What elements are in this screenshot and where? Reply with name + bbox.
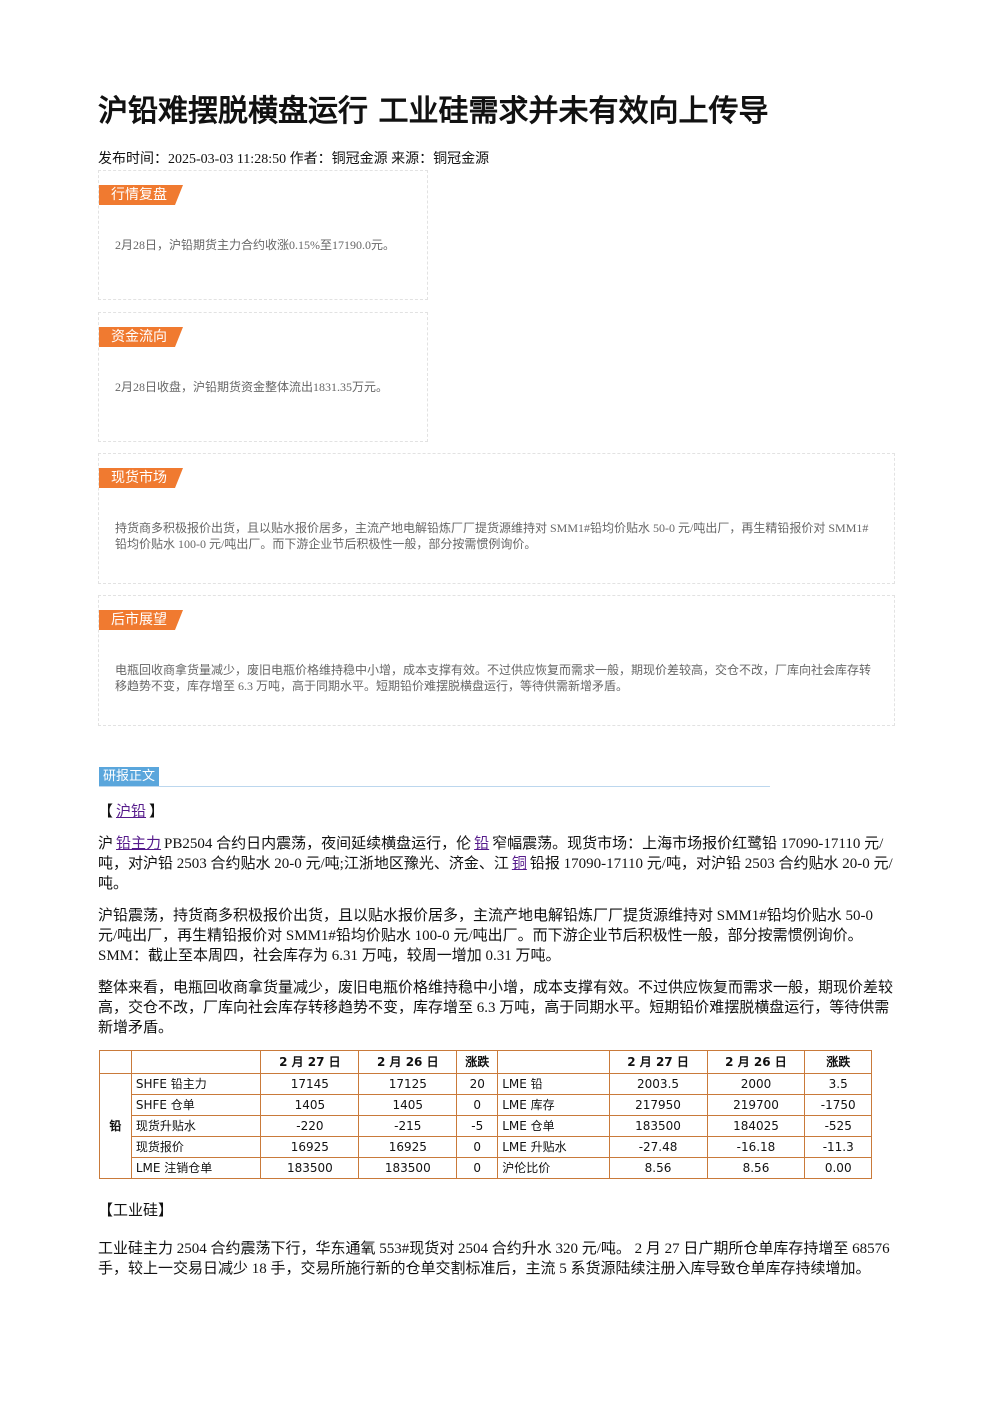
link[interactable]: 沪铅 (116, 804, 147, 820)
table-cell: LME 库存 (497, 1094, 610, 1116)
section-bar: 研报正文 (99, 767, 770, 787)
text: 【 (98, 804, 114, 820)
table-cell: -11.3 (804, 1136, 872, 1158)
meta: 发布时间：2025-03-03 11:28:50 作者：铜冠金源 来源：铜冠金源 (98, 152, 490, 167)
table-cell: 217950 (608, 1094, 708, 1116)
header-cell: 涨跌 (804, 1050, 872, 1074)
table-cell: 17145 (260, 1073, 360, 1095)
paragraph: 沪铅主力 PB2504 合约日内震荡，夜间延续横盘运行，伦铅窄幅震荡。现货市场：上… (98, 834, 895, 894)
table-cell: 0.00 (804, 1157, 872, 1179)
text: 窄幅震荡。现货市场：上海市场报价红鹭铅 17090-17110 元/吨，对沪铅 … (98, 836, 884, 872)
box-label: 行情复盘 (99, 185, 183, 205)
table-row: 铅 SHFE 铅主力 17145 17125 20 LME 铅 2003.5 2000 3.5 (99, 1073, 872, 1179)
text: 沪铅震荡，持货商多积极报价出货，且以贴水报价居多，主流产地电解铅炼厂厂提货源维持… (98, 908, 874, 964)
box-text: 持货商多积极报价出货，且以贴水报价居多，主流产地电解铅炼厂厂提货源维持对 SMM… (115, 521, 869, 551)
blank (130, 1050, 262, 1074)
table-cell: -220 (260, 1115, 360, 1137)
info-box: 后市展望电瓶回收商拿货量减少，废旧电瓶价格维持稳中小增，成本支撑有效。不过供应恢… (98, 595, 895, 726)
section-heading: 【工业硅】 (98, 1203, 174, 1219)
text: 沪 (98, 836, 114, 852)
article: 【沪铅】沪铅主力 PB2504 合约日内震荡，夜间延续横盘运行，伦铅窄幅震荡。现货… (98, 802, 895, 1291)
table-cell: 0 (456, 1094, 499, 1116)
table-row: LME 注销仓单 183500 183500 0 沪伦比价 8.56 8.56 0.00 (100, 1157, 872, 1179)
link[interactable]: 铅主力 (116, 836, 162, 852)
text: 铅报 17090-17110 元/吨，对沪铅 2503 合约贴水 20-0 元/… (98, 856, 893, 892)
table-cell: -525 (804, 1115, 872, 1137)
table-cell: 17125 (358, 1073, 458, 1095)
title: 沪铅难摆脱横盘运行 工业硅需求并未有效向上传导 (98, 94, 769, 129)
info-box: 资金流向 2月28日收盘，沪铅期货资金整体流出1831.35万元。 (98, 312, 428, 442)
box-label: 现货市场 (99, 468, 183, 488)
table-cell: 2000 (706, 1073, 806, 1095)
table-cell: LME 注销仓单 (130, 1157, 262, 1179)
paragraph: 工业硅主力 2504 合约震荡下行，华东通氧 553#现货对 2504 合约升水… (98, 1239, 895, 1279)
header-cell: 涨跌 (456, 1050, 499, 1074)
blank (497, 1050, 610, 1074)
table-cell: 1405 (358, 1094, 458, 1116)
table-cell: LME 铅 (497, 1073, 610, 1095)
paragraph: 沪铅震荡，持货商多积极报价出货，且以贴水报价居多，主流产地电解铅炼厂厂提货源维持… (98, 906, 895, 966)
blank (99, 1050, 132, 1074)
table-cell: 183500 (260, 1157, 360, 1179)
group-cell: 铅 (99, 1073, 132, 1179)
table-cell: -5 (456, 1115, 499, 1137)
table-cell: LME 升贴水 (497, 1136, 610, 1158)
paragraph: 整体来看，电瓶回收商拿货量减少，废旧电瓶价格维持稳中小增，成本支撑有效。不过供应… (98, 978, 895, 1038)
box-text: 2月28日，沪铅期货主力合约收涨0.15%至17190.0元。 (115, 238, 395, 252)
header-cell: 2 月 27 日 (608, 1050, 708, 1074)
link[interactable]: 铅 (474, 836, 490, 852)
table-cell: 沪伦比价 (497, 1157, 610, 1179)
table-cell: 2003.5 (608, 1073, 708, 1095)
table-cell: -16.18 (706, 1136, 806, 1158)
table-cell: 8.56 (706, 1157, 806, 1179)
table-cell: LME 仓单 (497, 1115, 610, 1137)
info-box: 行情复盘 2月28日，沪铅期货主力合约收涨0.15%至17190.0元。 (98, 170, 428, 300)
table-cell: 现货报价 (130, 1136, 262, 1158)
text: 整体来看，电瓶回收商拿货量减少，废旧电瓶价格维持稳中小增，成本支撑有效。不过供应… (98, 980, 894, 1036)
text: 工业硅主力 2504 合约震荡下行，华东通氧 553#现货对 2504 合约升水… (98, 1241, 890, 1277)
table-cell: -27.48 (608, 1136, 708, 1158)
table-cell: 183500 (608, 1115, 708, 1137)
table-cell: 183500 (358, 1157, 458, 1179)
table-cell: 20 (456, 1073, 499, 1095)
table-cell: SHFE 仓单 (130, 1094, 262, 1116)
table-row: SHFE 仓单 1405 1405 0 LME 库存 217950 219700 -1750 (100, 1094, 872, 1116)
header-cell: 2 月 26 日 (358, 1050, 458, 1074)
table-cell: 现货升贴水 (130, 1115, 262, 1137)
box-text: 2月28日收盘，沪铅期货资金整体流出1831.35万元。 (115, 380, 389, 394)
section-label: 研报正文 (99, 767, 160, 786)
table-row: 现货报价 16925 16925 0 LME 升贴水 -27.48 -16.18 -11.3 (100, 1136, 872, 1158)
table-cell: -1750 (804, 1094, 872, 1116)
table-cell: SHFE 铅主力 (130, 1073, 262, 1095)
table-cell: 219700 (706, 1094, 806, 1116)
table-cell: 0 (456, 1157, 499, 1179)
table-cell: 16925 (358, 1136, 458, 1158)
box-label: 后市展望 (99, 610, 183, 630)
table-cell: 16925 (260, 1136, 360, 1158)
table-cell: 3.5 (804, 1073, 872, 1095)
paragraph: 【沪铅】 (98, 802, 895, 822)
text: PB2504 合约日内震荡，夜间延续横盘运行，伦 (164, 836, 472, 852)
header-cell: 2 月 26 日 (706, 1050, 806, 1074)
info-box: 现货市场持货商多积极报价出货，且以贴水报价居多，主流产地电解铅炼厂厂提货源维持对… (98, 453, 895, 584)
box-label: 资金流向 (99, 327, 183, 347)
table-cell: 0 (456, 1136, 499, 1158)
link[interactable]: 铜 (511, 856, 527, 872)
text: 】 (149, 804, 165, 820)
table-row: 现货升贴水 -220 -215 -5 LME 仓单 183500 184025 -525 (100, 1115, 872, 1137)
header-cell: 2 月 27 日 (260, 1050, 360, 1074)
table-cell: -215 (358, 1115, 458, 1137)
table-cell: 8.56 (608, 1157, 708, 1179)
table-cell: 184025 (706, 1115, 806, 1137)
box-text: 电瓶回收商拿货量减少，废旧电瓶价格维持稳中小增，成本支撑有效。不过供应恢复而需求… (115, 663, 872, 693)
table-cell: 1405 (260, 1094, 360, 1116)
